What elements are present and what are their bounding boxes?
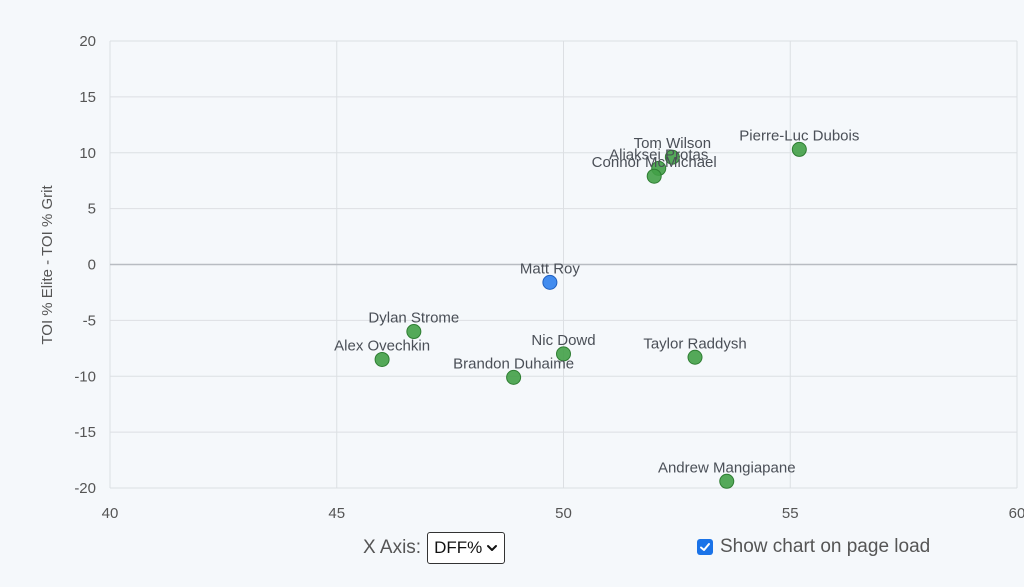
x-tick-label: 60 xyxy=(1009,505,1024,522)
data-point[interactable] xyxy=(719,473,735,489)
data-points xyxy=(374,141,807,489)
data-point[interactable] xyxy=(556,346,571,362)
y-tick-label: -20 xyxy=(74,480,96,497)
data-point[interactable] xyxy=(374,351,390,367)
x-axis-select-value: DFF% xyxy=(434,538,483,557)
point-label: Connor McMichael xyxy=(592,154,717,171)
y-tick-label: 10 xyxy=(79,145,96,162)
data-point[interactable] xyxy=(506,369,522,385)
point-label: Matt Roy xyxy=(520,260,581,277)
x-tick-label: 40 xyxy=(102,505,119,522)
grid-lines xyxy=(109,40,1018,489)
point-label: Tom Wilson xyxy=(634,135,712,152)
y-tick-label: -15 xyxy=(74,424,96,441)
y-tick-label: 0 xyxy=(88,257,96,274)
x-axis-label: X Axis: xyxy=(363,537,422,558)
y-tick-label: 20 xyxy=(79,33,96,50)
y-tick-label: -10 xyxy=(74,368,96,385)
point-label: Pierre-Luc Dubois xyxy=(739,127,859,144)
show-chart-toggle: Show chart on page load xyxy=(697,536,930,558)
point-label: Taylor Raddysh xyxy=(643,335,746,352)
x-axis-select[interactable]: DFF% xyxy=(427,532,506,564)
data-point[interactable] xyxy=(664,149,680,165)
y-tick-label: 15 xyxy=(79,89,96,106)
show-chart-checkbox[interactable] xyxy=(697,539,713,555)
data-point[interactable] xyxy=(542,274,558,290)
data-point[interactable] xyxy=(687,349,703,365)
checkmark-icon xyxy=(700,543,710,551)
point-label: Andrew Mangiapane xyxy=(658,459,796,476)
x-tick-label: 45 xyxy=(328,505,345,522)
x-tick-label: 50 xyxy=(555,505,572,522)
y-tick-label: -5 xyxy=(83,312,96,329)
show-chart-label: Show chart on page load xyxy=(720,536,931,557)
data-point[interactable] xyxy=(646,168,662,184)
data-point[interactable] xyxy=(791,141,807,157)
y-tick-label: 5 xyxy=(88,201,96,218)
point-label: Aliaksei Protas xyxy=(609,146,708,163)
point-label: Dylan Strome xyxy=(368,310,459,327)
x-axis-control: X Axis: DFF% xyxy=(363,532,506,564)
x-tick-label: 55 xyxy=(782,505,799,522)
y-axis-label: TOI % Elite - TOI % Grit xyxy=(39,185,56,345)
data-point[interactable] xyxy=(406,324,422,340)
chart-controls: X Axis: DFF% Show chart on page load xyxy=(0,530,1024,570)
point-label: Alex Ovechkin xyxy=(334,337,430,354)
point-label: Brandon Duhaime xyxy=(453,355,574,372)
point-label: Nic Dowd xyxy=(531,332,595,349)
chevron-down-icon xyxy=(487,545,498,551)
